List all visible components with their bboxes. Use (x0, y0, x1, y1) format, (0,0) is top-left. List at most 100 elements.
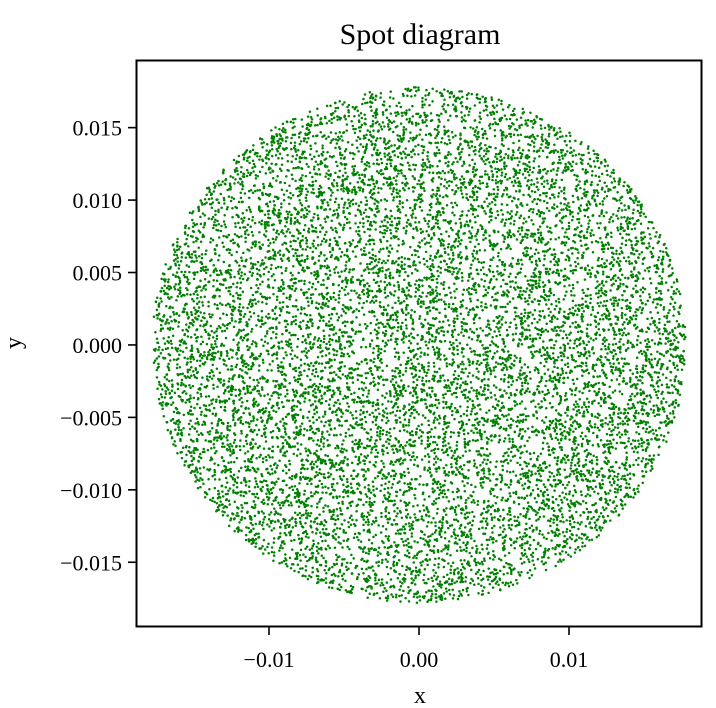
scatter-point (632, 487, 636, 491)
scatter-point (380, 419, 384, 422)
scatter-point (368, 549, 371, 553)
scatter-point (199, 485, 202, 489)
scatter-point (443, 479, 447, 483)
scatter-point (355, 362, 359, 365)
scatter-point (330, 254, 334, 257)
scatter-point (516, 230, 520, 233)
scatter-point (489, 490, 492, 493)
scatter-point (583, 474, 587, 478)
scatter-point (466, 396, 470, 399)
scatter-point (161, 327, 165, 330)
scatter-point (627, 483, 631, 486)
scatter-point (523, 235, 527, 238)
scatter-point (294, 322, 298, 326)
scatter-point (397, 559, 401, 562)
scatter-point (577, 234, 580, 237)
scatter-point (214, 342, 217, 346)
scatter-point (528, 293, 531, 297)
scatter-point (287, 227, 290, 231)
scatter-point (540, 127, 543, 130)
scatter-point (266, 368, 269, 372)
scatter-point (420, 322, 423, 325)
scatter-point (515, 378, 519, 382)
scatter-point (558, 186, 561, 189)
scatter-point (467, 461, 471, 464)
scatter-point (533, 369, 537, 372)
scatter-point (391, 332, 394, 335)
scatter-point (653, 323, 657, 327)
scatter-point (201, 301, 204, 304)
scatter-point (456, 567, 459, 570)
scatter-point (379, 375, 383, 378)
scatter-point (442, 103, 446, 106)
scatter-point (612, 258, 616, 261)
scatter-point (232, 338, 235, 342)
scatter-point (384, 143, 388, 146)
scatter-point (662, 250, 665, 254)
scatter-point (454, 134, 457, 137)
scatter-point (272, 541, 276, 544)
scatter-point (658, 274, 661, 278)
scatter-point (524, 290, 527, 293)
scatter-point (557, 191, 561, 195)
scatter-point (256, 290, 259, 293)
scatter-point (238, 277, 242, 280)
scatter-point (244, 232, 247, 236)
scatter-point (398, 199, 402, 203)
scatter-point (574, 154, 578, 157)
scatter-point (446, 378, 450, 382)
scatter-point (406, 482, 410, 486)
scatter-point (538, 318, 541, 321)
scatter-point (294, 117, 297, 121)
scatter-point (550, 231, 553, 234)
scatter-point (532, 451, 536, 455)
scatter-point (329, 461, 332, 465)
scatter-point (568, 519, 572, 523)
scatter-point (479, 182, 482, 185)
scatter-point (368, 243, 372, 246)
scatter-point (252, 312, 256, 315)
scatter-point (384, 325, 387, 328)
scatter-point (410, 572, 413, 576)
scatter-point (372, 535, 375, 539)
scatter-point (568, 205, 571, 208)
scatter-point (397, 172, 400, 175)
scatter-point (291, 118, 295, 121)
scatter-point (291, 273, 294, 277)
scatter-point (569, 289, 573, 293)
scatter-point (505, 391, 508, 395)
scatter-point (468, 397, 472, 401)
scatter-point (366, 395, 369, 398)
scatter-point (532, 283, 535, 287)
scatter-point (280, 129, 284, 132)
scatter-point (279, 525, 282, 529)
scatter-point (203, 202, 206, 206)
scatter-point (574, 320, 577, 324)
scatter-point (523, 482, 527, 485)
scatter-point (561, 501, 564, 504)
scatter-point (479, 268, 483, 272)
scatter-point (619, 222, 623, 226)
scatter-point (291, 349, 294, 352)
scatter-point (549, 346, 553, 349)
scatter-point (490, 295, 494, 299)
scatter-point (395, 175, 399, 178)
scatter-point (274, 238, 277, 241)
scatter-point (614, 510, 618, 513)
scatter-point (429, 293, 432, 296)
scatter-point (417, 221, 421, 224)
scatter-point (545, 537, 548, 541)
scatter-point (320, 482, 324, 486)
scatter-point (159, 351, 163, 355)
scatter-point (585, 230, 589, 234)
scatter-point (586, 227, 589, 231)
scatter-point (587, 145, 590, 148)
scatter-point (417, 88, 420, 92)
scatter-point (305, 532, 309, 536)
scatter-point (305, 199, 308, 202)
scatter-point (580, 444, 584, 448)
scatter-point (619, 488, 623, 492)
scatter-point (314, 247, 318, 250)
scatter-point (371, 404, 375, 408)
